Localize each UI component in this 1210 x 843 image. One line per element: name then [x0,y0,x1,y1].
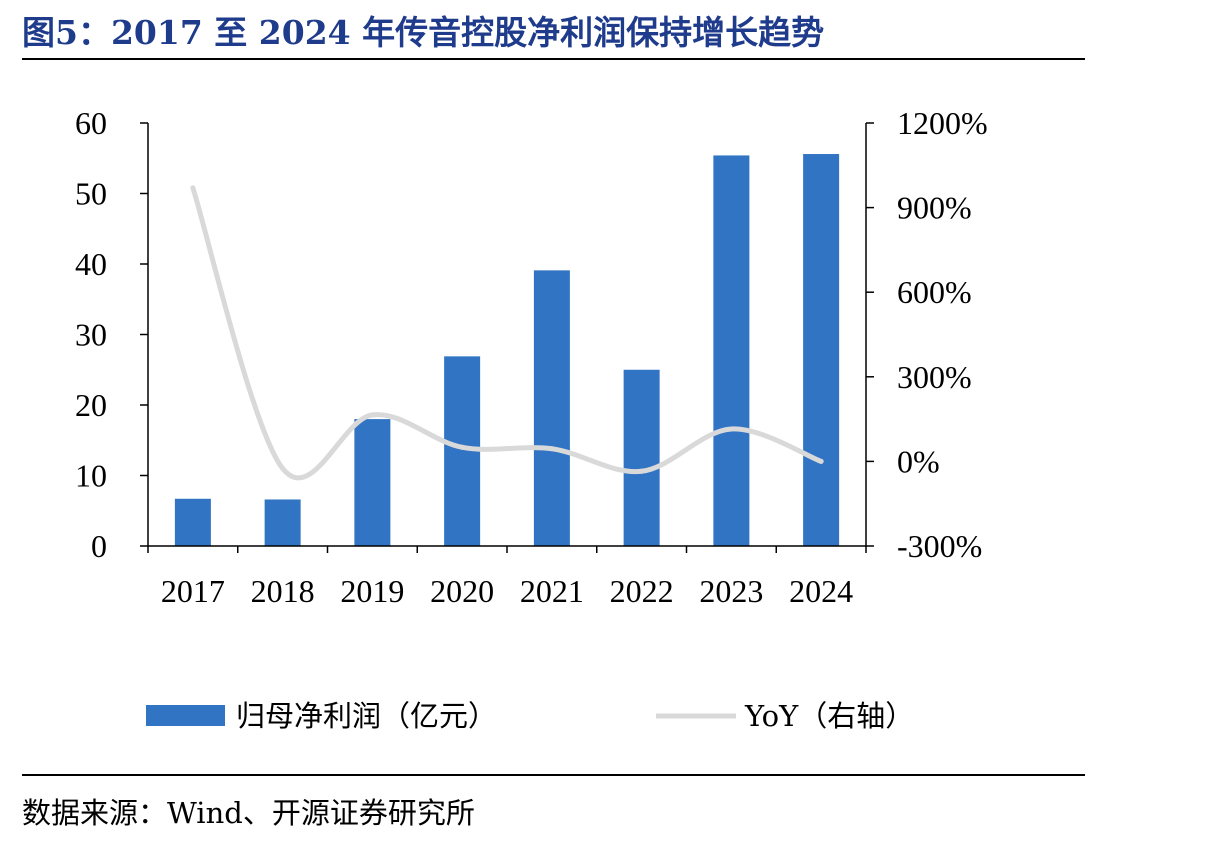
bar-2021 [533,270,570,546]
chart-title: 图5：2017 至 2024 年传音控股净利润保持增长趋势 [22,13,825,52]
left-tick-label: 20 [75,387,107,423]
legend-label-bars: 归母净利润（亿元） [236,699,497,733]
yoy-point-2022 [639,468,645,474]
x-tick-label-2018: 2018 [251,573,315,609]
right-tick-label: 600% [897,274,972,310]
x-tick-label-2022: 2022 [610,573,674,609]
right-tick-label: 300% [897,359,972,395]
x-tick-label-2021: 2021 [520,573,584,609]
bar-2017 [174,498,211,546]
yoy-point-2019 [369,412,375,418]
bar-2023 [713,155,750,546]
right-tick-label: 1200% [897,105,988,141]
bar-2019 [354,419,391,546]
legend-swatch-bars [146,705,225,726]
yoy-point-2020 [459,444,465,450]
left-tick-label: 60 [75,105,107,141]
bar-2024 [803,154,840,546]
yoy-point-2018 [280,465,286,471]
bar-2018 [264,499,301,546]
left-tick-label: 40 [75,246,107,282]
legend: 归母净利润（亿元） YoY（右轴） [146,699,914,733]
bar-2022 [623,369,660,546]
source-note: 数据来源：Wind、开源证券研究所 [22,796,475,830]
line-layer [190,185,824,481]
x-tick-label-2020: 2020 [430,573,494,609]
left-tick-label: 30 [75,317,107,353]
axes-layer: 0 10 20 30 40 50 60 -300% 0% 300% 600% 900% 1200% 201… [75,105,988,609]
legend-label-line: YoY（右轴） [744,699,914,733]
left-tick-label: 10 [75,458,107,494]
yoy-point-2021 [549,446,555,452]
right-tick-label: -300% [897,528,982,564]
yoy-point-2023 [728,426,734,432]
x-tick-label-2017: 2017 [161,573,225,609]
right-tick-label: 0% [897,443,940,479]
title-rule [22,58,1085,60]
yoy-point-2024 [818,458,824,464]
left-tick-label: 50 [75,176,107,212]
x-tick-label-2019: 2019 [340,573,404,609]
x-tick-label-2024: 2024 [789,573,853,609]
x-tick-label-2023: 2023 [699,573,763,609]
left-tick-label: 0 [91,528,107,564]
bars-layer [174,154,840,546]
yoy-point-2017 [190,185,196,191]
right-tick-label: 900% [897,190,972,226]
source-rule [22,774,1085,776]
